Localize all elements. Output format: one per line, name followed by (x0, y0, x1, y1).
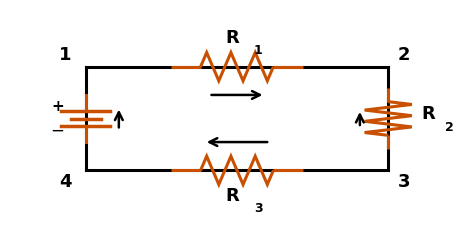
Text: 3: 3 (398, 173, 410, 191)
Text: R: R (421, 105, 435, 123)
Text: 1: 1 (254, 44, 263, 57)
Text: 1: 1 (59, 46, 72, 64)
Text: 4: 4 (59, 173, 72, 191)
Text: 2: 2 (445, 121, 454, 134)
Text: −: − (50, 121, 64, 139)
Text: 2: 2 (398, 46, 410, 64)
Text: +: + (51, 99, 64, 114)
Text: R: R (226, 187, 239, 205)
Text: R: R (226, 29, 239, 47)
Text: 3: 3 (254, 201, 263, 214)
